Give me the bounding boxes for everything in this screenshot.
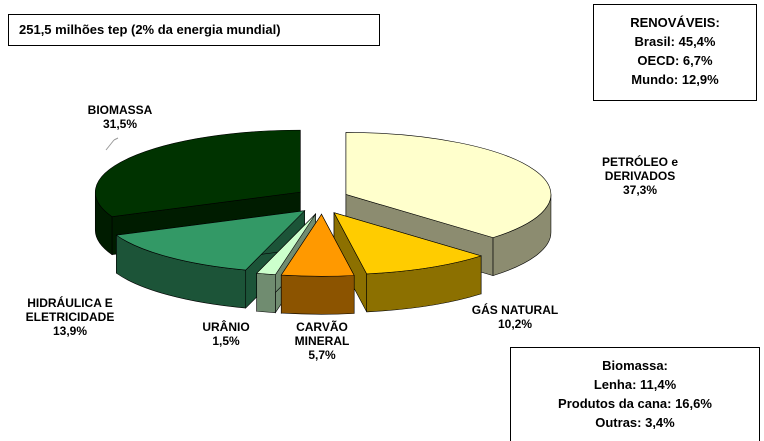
- slice-group: [280, 213, 355, 315]
- slice: [333, 212, 483, 275]
- category-label: BIOMASSA: [87, 103, 153, 117]
- slice-side: [256, 272, 276, 313]
- category-label: CARVÃO MINERAL: [294, 320, 350, 348]
- box-line: Mundo: 12,9%: [631, 72, 719, 87]
- slice-group: [333, 212, 483, 313]
- box-line: RENOVÁVEIS:: [630, 15, 720, 30]
- value-label: 10,2%: [497, 317, 533, 331]
- slice: [345, 132, 552, 238]
- slice: [115, 210, 306, 271]
- slice: [280, 213, 355, 277]
- value-label: 13,9%: [52, 324, 88, 338]
- biomass-box: Biomassa: Lenha: 11,4% Produtos da cana: 1…: [510, 347, 760, 441]
- leader-line: [113, 137, 119, 141]
- box-line: Produtos da cana: 16,6%: [558, 396, 712, 411]
- category-label: PETRÓLEO e DERIVADOS: [601, 155, 679, 183]
- category-label: GÁS NATURAL: [471, 303, 559, 317]
- box-line: OECD: 6,7%: [637, 53, 713, 68]
- value-label: 31,5%: [102, 117, 138, 131]
- renewables-box: RENOVÁVEIS: Brasil: 45,4% OECD: 6,7% Mundo:…: [593, 4, 757, 101]
- slice: [256, 213, 316, 275]
- box-line: Brasil: 45,4%: [634, 34, 716, 49]
- slice: [94, 129, 301, 217]
- chart-title: 251,5 milhões tep (2% da energia mundial…: [8, 14, 380, 46]
- value-label: 1,5%: [212, 334, 240, 348]
- slice-side: [280, 274, 355, 315]
- box-line: Biomassa:: [602, 358, 668, 373]
- box-line: Outras: 3,4%: [595, 415, 675, 430]
- box-line: Lenha: 11,4%: [593, 377, 677, 392]
- value-label: 37,3%: [622, 183, 658, 197]
- category-label: URÂNIO: [202, 320, 250, 334]
- value-label: 5,7%: [308, 348, 336, 362]
- category-label: HIDRÁULICA E ELETRICIDADE: [25, 296, 115, 324]
- slice-group: [115, 209, 306, 309]
- leader-line: [105, 139, 115, 151]
